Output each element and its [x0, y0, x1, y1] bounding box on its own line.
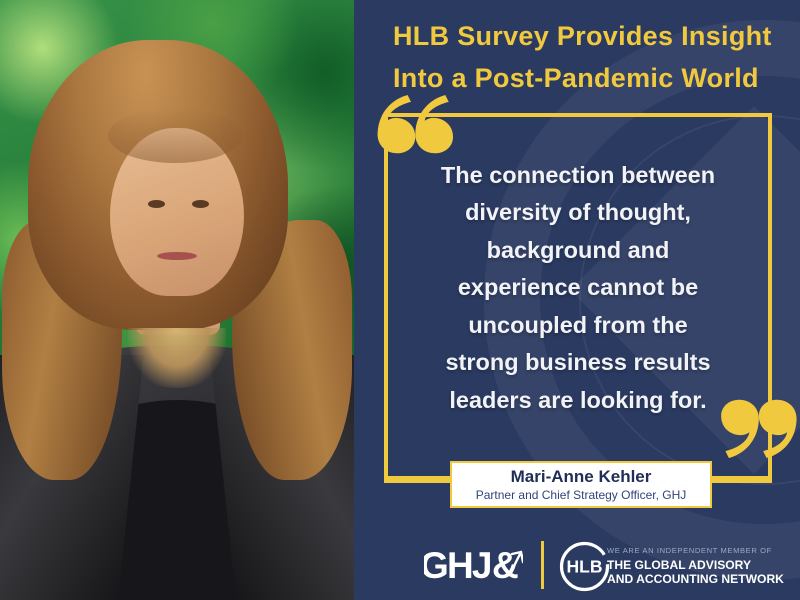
svg-text:GHJ: GHJ	[424, 545, 491, 586]
svg-text:HLB: HLB	[567, 557, 603, 577]
